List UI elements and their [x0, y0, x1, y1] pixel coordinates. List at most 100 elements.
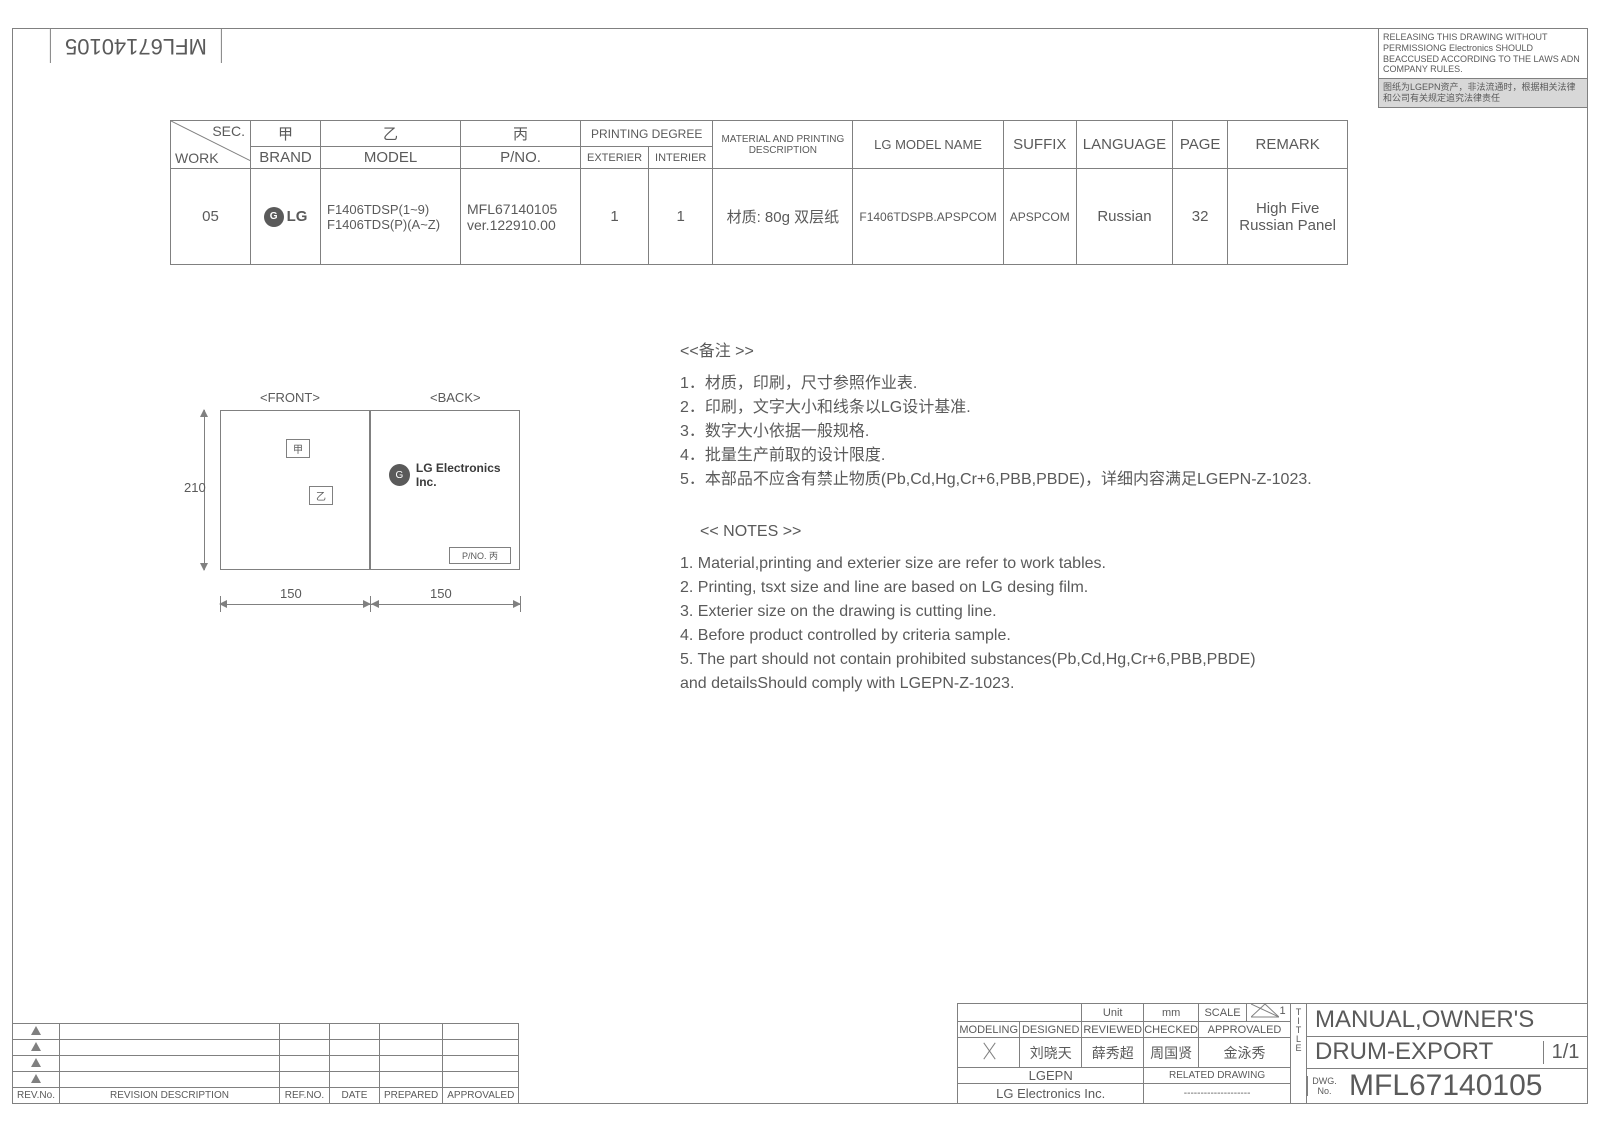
val-material: 材质: 80g 双层纸	[713, 169, 853, 265]
hdr-brand: BRAND	[251, 147, 321, 169]
title-row3: MFL67140105	[1341, 1069, 1587, 1103]
hdr-pno-cn: 丙	[461, 121, 581, 147]
back-logo: G LG Electronics Inc.	[389, 461, 519, 489]
hdr-brand-cn: 甲	[251, 121, 321, 147]
back-logo-text: LG Electronics Inc.	[416, 461, 519, 489]
dwgno-label: DWG. No.	[1307, 1076, 1341, 1096]
warning-cn: 图纸为LGEPN资产，非法流通时，根据相关法律和公司有关规定追究法律责任	[1379, 79, 1587, 107]
rev-hdr-prep: PREPARED	[379, 1088, 442, 1104]
note-en-3: 3. Exterier size on the drawing is cutti…	[680, 600, 1380, 624]
scale-value: 1	[1247, 1004, 1291, 1022]
booklet-drawing: <FRONT> <BACK> 甲 乙 G LG Electronics Inc.…	[170, 390, 570, 670]
sec-label: SEC.	[212, 123, 245, 139]
tag-a: 甲	[286, 439, 310, 458]
rev-hdr-desc: REVISION DESCRIPTION	[59, 1088, 279, 1104]
triangle-icon	[31, 1074, 41, 1083]
notes-cn-list: 1．材质，印刷，尺寸参照作业表. 2．印刷，文字大小和线条以LG设计基准. 3．…	[680, 372, 1380, 492]
val-brand: GLG	[251, 169, 321, 265]
front-panel: 甲 乙	[220, 410, 370, 570]
val-language: Russian	[1076, 169, 1172, 265]
notes-block: <<备注 >> 1．材质，印刷，尺寸参照作业表. 2．印刷，文字大小和线条以LG…	[680, 340, 1380, 724]
notes-en-heading: << NOTES >>	[700, 520, 1380, 544]
rev-hdr-appr: APPROVALED	[443, 1088, 519, 1104]
triangle-icon	[31, 1026, 41, 1035]
val-checked: 周国贤	[1144, 1038, 1199, 1068]
unit-label: Unit	[1082, 1004, 1144, 1022]
scale-label: SCALE	[1199, 1004, 1247, 1022]
val-interier: 1	[649, 169, 713, 265]
hdr-reviewed: REVIEWED	[1082, 1022, 1144, 1038]
warning-en: RELEASING THIS DRAWING WITHOUT PERMISSIO…	[1379, 29, 1587, 79]
tag-b: 乙	[309, 486, 333, 505]
hdr-exterier: EXTERIER	[581, 147, 649, 169]
val-suffix: APSPCOM	[1003, 169, 1076, 265]
note-en-2: 2. Printing, tsxt size and line are base…	[680, 576, 1380, 600]
spec-table: SEC. WORK 甲 乙 丙 PRINTING DEGREE MATERIAL…	[170, 120, 1348, 265]
val-remark: High Five Russian Panel	[1228, 169, 1348, 265]
hdr-page: PAGE	[1173, 121, 1228, 169]
unit-value: mm	[1144, 1004, 1199, 1022]
val-page: 32	[1173, 169, 1228, 265]
note-en-4: 4. Before product controlled by criteria…	[680, 624, 1380, 648]
related-value: --------------------	[1144, 1084, 1291, 1104]
note-en-5b: and detailsShould comply with LGEPN-Z-10…	[680, 672, 1380, 696]
hdr-checked: CHECKED	[1144, 1022, 1199, 1038]
note-cn-5: 5．本部品不应含有禁止物质(Pb,Cd,Hg,Cr+6,PBB,PBDE)，详细…	[680, 468, 1380, 492]
note-cn-2: 2．印刷，文字大小和线条以LG设计基准.	[680, 396, 1380, 420]
lg-logo-icon: G	[264, 207, 284, 227]
triangle-icon	[31, 1058, 41, 1067]
dim-v-value: 210	[184, 480, 206, 495]
dim-h1-value: 150	[280, 586, 302, 601]
dim-vertical: 210	[190, 410, 218, 570]
title-col-label: TITLE	[1291, 1004, 1307, 1103]
val-approvaled: 金泳秀	[1199, 1038, 1291, 1068]
hdr-remark: REMARK	[1228, 121, 1348, 169]
work-label: WORK	[175, 150, 219, 166]
warning-box: RELEASING THIS DRAWING WITHOUT PERMISSIO…	[1378, 28, 1588, 108]
back-label: <BACK>	[430, 390, 481, 405]
title-row2: DRUM-EXPORT	[1307, 1038, 1543, 1066]
val-lgmodel: F1406TDSPB.APSPCOM	[853, 169, 1003, 265]
note-cn-4: 4．批量生产前取的设计限度.	[680, 444, 1380, 468]
note-cn-3: 3．数字大小依据一般规格.	[680, 420, 1380, 444]
back-panel: G LG Electronics Inc. P/NO. 丙	[370, 410, 520, 570]
part-number-tab: MFL67140105	[50, 28, 222, 63]
note-cn-1: 1．材质，印刷，尺寸参照作业表.	[680, 372, 1380, 396]
title-row2-page: 1/1	[1543, 1041, 1587, 1064]
work-sec-cell: SEC. WORK	[171, 121, 251, 169]
rev-hdr-no: REV.No.	[13, 1088, 60, 1104]
tag-pno: P/NO. 丙	[449, 547, 511, 564]
rev-hdr-ref: REF.NO.	[279, 1088, 329, 1104]
revision-table: REV.No. REVISION DESCRIPTION REF.NO. DAT…	[12, 1023, 519, 1104]
org1: LGEPN	[958, 1068, 1144, 1084]
title-block-left: Unit mm SCALE 1 MODELING DESIGNED REVIEW…	[957, 1003, 1291, 1104]
notes-en-list: 1. Material,printing and exterier size a…	[680, 552, 1380, 696]
hdr-interier: INTERIER	[649, 147, 713, 169]
lg-logo-text: LG	[287, 208, 308, 225]
cross-icon	[979, 1041, 999, 1061]
triangle-icon	[31, 1042, 41, 1051]
val-modeling	[958, 1038, 1020, 1068]
hdr-language: LANGUAGE	[1076, 121, 1172, 169]
hdr-suffix: SUFFIX	[1003, 121, 1076, 169]
val-reviewed: 薛秀超	[1082, 1038, 1144, 1068]
hdr-printing: PRINTING DEGREE	[581, 121, 713, 147]
org2: LG Electronics Inc.	[958, 1084, 1144, 1104]
note-en-1: 1. Material,printing and exterier size a…	[680, 552, 1380, 576]
hdr-lgmodel: LG MODEL NAME	[853, 121, 1003, 169]
hdr-approvaled: APPROVALED	[1199, 1022, 1291, 1038]
hdr-modeling: MODELING	[958, 1022, 1020, 1038]
hdr-pno: P/NO.	[461, 147, 581, 169]
note-en-5: 5. The part should not contain prohibite…	[680, 648, 1380, 672]
hdr-designed: DESIGNED	[1020, 1022, 1082, 1038]
hdr-model-cn: 乙	[321, 121, 461, 147]
lg-logo-icon: G	[389, 464, 410, 486]
notes-cn-heading: <<备注 >>	[680, 340, 1380, 364]
dim-h2-value: 150	[430, 586, 452, 601]
val-exterier: 1	[581, 169, 649, 265]
related-label: RELATED DRAWING	[1144, 1068, 1291, 1084]
hdr-material: MATERIAL AND PRINTING DESCRIPTION	[713, 121, 853, 169]
val-pno: MFL67140105 ver.122910.00	[461, 169, 581, 265]
dim-horizontal: 150 150	[220, 590, 570, 618]
val-designed: 刘晓天	[1020, 1038, 1082, 1068]
